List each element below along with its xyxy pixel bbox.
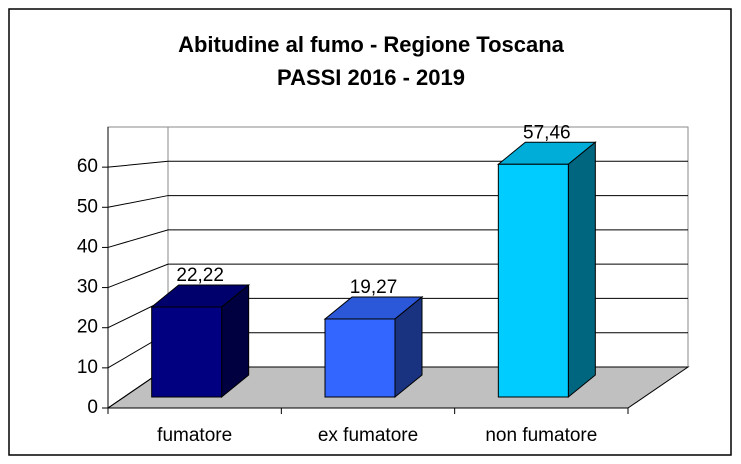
bar-side <box>567 141 596 399</box>
y-tick-label: 10 <box>77 357 98 378</box>
y-tick-label: 50 <box>77 196 98 217</box>
y-tick-label: 60 <box>77 156 98 177</box>
x-tick-label: fumatore <box>157 425 232 446</box>
y-tick-label: 30 <box>77 277 98 298</box>
bar <box>324 318 396 398</box>
x-tick-label: non fumatore <box>485 425 597 446</box>
chart-subtitle: PASSI 2016 - 2019 <box>277 65 465 90</box>
chart-title: Abitudine al fumo - Regione Toscana <box>178 32 565 57</box>
bar <box>151 306 223 398</box>
data-label: 22,22 <box>176 265 224 286</box>
x-tick-label: ex fumatore <box>318 425 418 446</box>
y-tick-label: 40 <box>77 236 98 257</box>
y-tick-label: 0 <box>87 397 98 418</box>
data-label: 57,46 <box>523 122 571 143</box>
data-label: 19,27 <box>350 277 398 298</box>
y-tick-label: 20 <box>77 317 98 338</box>
bar <box>497 163 569 398</box>
